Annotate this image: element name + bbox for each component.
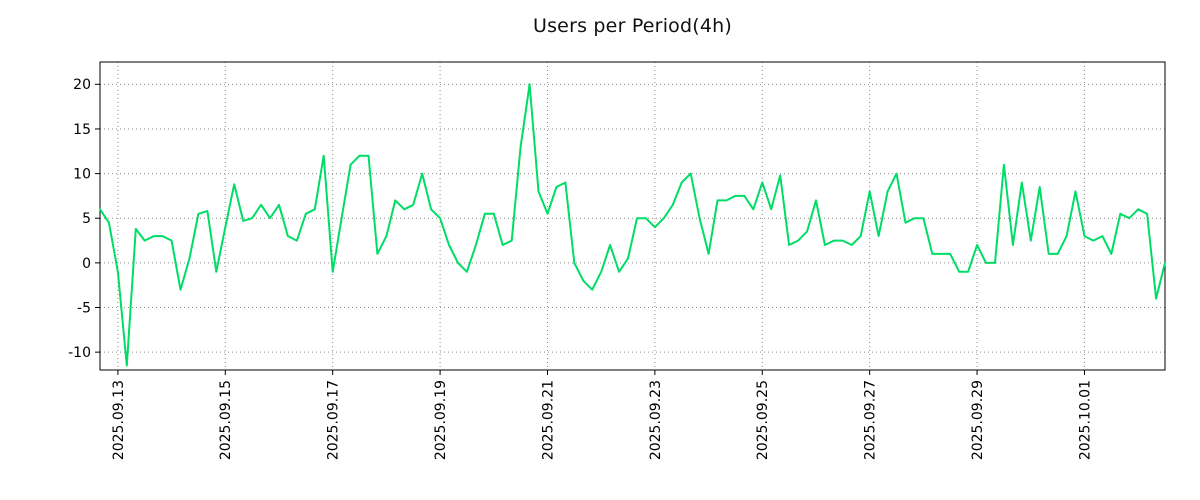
y-tick-label: -5 — [77, 300, 91, 316]
y-tick-label: -10 — [68, 345, 91, 361]
x-tick-label: 2025.09.23 — [648, 380, 664, 460]
x-tick-label: 2025.09.19 — [433, 380, 449, 460]
x-tick-label: 2025.09.21 — [540, 380, 556, 460]
line-series — [99, 83, 1166, 367]
chart-title: Users per Period(4h) — [532, 15, 733, 37]
x-tick-label: 2025.09.27 — [863, 380, 879, 460]
x-tick-label: 2025.09.25 — [755, 380, 771, 460]
y-tick-label: 10 — [73, 166, 91, 182]
y-tick-label: 20 — [73, 77, 91, 93]
x-tick-label: 2025.09.29 — [970, 380, 986, 460]
y-tick-label: 15 — [73, 122, 91, 138]
x-tick-label: 2025.09.17 — [326, 380, 342, 460]
y-tick-label: 5 — [82, 211, 91, 227]
plot-border — [99, 61, 1166, 371]
x-tick-label: 2025.10.01 — [1077, 380, 1093, 460]
x-tick-label: 2025.09.13 — [111, 380, 127, 460]
x-tick-label: 2025.09.15 — [218, 380, 234, 460]
y-tick-label: 0 — [82, 256, 91, 272]
